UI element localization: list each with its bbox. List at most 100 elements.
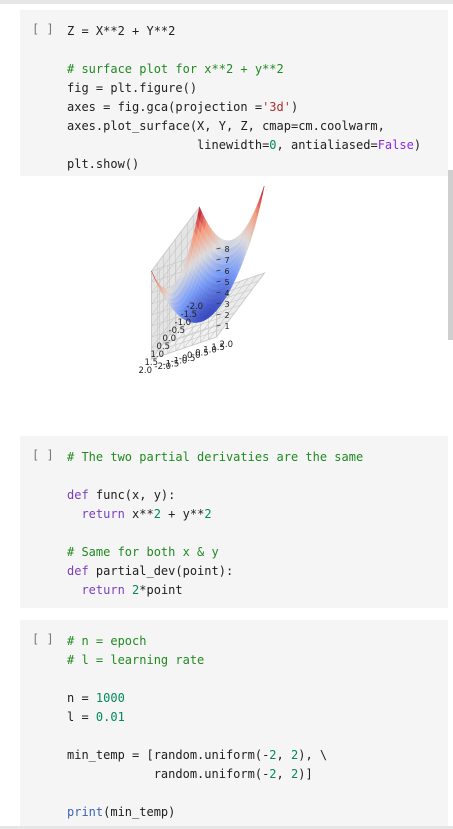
code-token: 1000 bbox=[95, 691, 125, 705]
code-line: # n = epoch bbox=[67, 632, 327, 651]
code-token: plt.show() bbox=[67, 157, 140, 171]
z-tick-mark bbox=[216, 313, 221, 316]
y-tick-label: -0.5 bbox=[179, 354, 196, 364]
code-token: ) bbox=[290, 100, 299, 114]
code-token: # The two partial derivaties are the sam… bbox=[67, 450, 364, 464]
code-line: # l = learning rate bbox=[67, 651, 327, 670]
code-line: # The two partial derivaties are the sam… bbox=[67, 448, 363, 467]
code-cell-3[interactable]: [ ] # n = epoch # l = learning rate n = 10… bbox=[20, 620, 448, 826]
code-line: return x**2 + y**2 bbox=[67, 505, 363, 524]
z-tick-label: 2 bbox=[225, 311, 230, 320]
bottom-divider bbox=[0, 826, 453, 829]
z-tick-mark bbox=[216, 302, 221, 305]
code-token: n = bbox=[67, 691, 96, 705]
code-line: Z = X**2 + Y**2 bbox=[67, 22, 421, 41]
z-tick-label: 3 bbox=[225, 300, 230, 309]
code-line: # Same for both x & y bbox=[67, 543, 363, 562]
code-token: , bbox=[276, 767, 291, 781]
floor-gridline bbox=[151, 336, 217, 360]
code-token: partial_dev(point): bbox=[88, 564, 234, 578]
code-token bbox=[67, 507, 81, 521]
code-editor[interactable]: # n = epoch # l = learning rate n = 1000 l … bbox=[67, 632, 327, 822]
code-line bbox=[67, 467, 363, 486]
y-tick-label: 2.0 bbox=[220, 340, 234, 350]
floor-gridline bbox=[163, 320, 229, 344]
code-token: return bbox=[81, 507, 125, 521]
y-tick-label: 1.0 bbox=[203, 346, 217, 356]
code-line bbox=[67, 41, 421, 60]
code-token: min_temp = [random.uniform(- bbox=[67, 748, 270, 762]
code-token bbox=[67, 583, 81, 597]
z-tick-mark bbox=[216, 324, 221, 327]
code-token: # surface plot for x**2 + y**2 bbox=[67, 62, 284, 76]
cell-prompt[interactable]: [ ] bbox=[32, 632, 54, 646]
code-token: 0 bbox=[269, 138, 277, 152]
code-token: def bbox=[67, 564, 89, 578]
code-line: axes.plot_surface(X, Y, Z, cmap=cm.coolw… bbox=[67, 117, 421, 136]
z-tick-label: 5 bbox=[225, 278, 230, 287]
floor-gridline bbox=[157, 328, 223, 352]
floor-gridline bbox=[216, 272, 265, 338]
code-token: 2 bbox=[290, 767, 299, 781]
code-token: x** bbox=[124, 507, 154, 521]
x-tick-label: -1.0 bbox=[175, 318, 192, 328]
code-token: fig = plt.figure() bbox=[67, 81, 198, 95]
code-line: axes = fig.gca(projection ='3d') bbox=[67, 98, 421, 117]
top-divider bbox=[0, 0, 453, 4]
code-token: axes.plot_surface(X, Y, Z, cmap=cm.coolw… bbox=[67, 119, 385, 133]
code-token: 2 bbox=[153, 507, 161, 521]
code-line bbox=[67, 727, 327, 746]
output-scrollbar[interactable] bbox=[448, 170, 453, 340]
x-tick-label: -2.0 bbox=[187, 302, 204, 312]
x-tick-label: 0.5 bbox=[157, 342, 171, 352]
code-cell-2[interactable]: [ ] # The two partial derivaties are the… bbox=[20, 436, 448, 608]
code-line: min_temp = [random.uniform(-2, 2), \ bbox=[67, 746, 327, 765]
code-token: # n = epoch bbox=[67, 634, 147, 648]
code-token: + y** bbox=[160, 507, 205, 521]
code-token: return bbox=[81, 583, 125, 597]
code-token: , antialiased= bbox=[276, 138, 378, 152]
y-tick-label: 0.0 bbox=[187, 351, 201, 361]
code-line: def partial_dev(point): bbox=[67, 562, 363, 581]
code-token: func(x, y): bbox=[88, 488, 176, 502]
code-line: random.uniform(-2, 2)] bbox=[67, 765, 327, 784]
code-line: plt.show() bbox=[67, 155, 421, 174]
code-line: n = 1000 bbox=[67, 689, 327, 708]
code-token bbox=[125, 583, 132, 597]
z-tick-mark bbox=[216, 258, 221, 261]
cell-prompt[interactable]: [ ] bbox=[32, 448, 54, 462]
code-token: axes = fig.gca(projection = bbox=[67, 100, 263, 114]
code-token: 2 bbox=[132, 583, 140, 597]
code-editor[interactable]: # The two partial derivaties are the sam… bbox=[67, 448, 363, 600]
code-token: def bbox=[67, 488, 89, 502]
y-tick-label: 1.5 bbox=[211, 343, 225, 353]
code-line: return 2*point bbox=[67, 581, 363, 600]
code-token: (min_temp) bbox=[103, 805, 176, 819]
code-line: # surface plot for x**2 + y**2 bbox=[67, 60, 421, 79]
code-token: False bbox=[377, 138, 414, 152]
z-tick-label: 4 bbox=[225, 289, 230, 298]
code-token: 2 bbox=[204, 507, 212, 521]
z-tick-label: 8 bbox=[225, 245, 230, 254]
floor-gridline bbox=[169, 312, 235, 336]
y-tick-label: -1.0 bbox=[171, 357, 188, 367]
z-tick-mark bbox=[216, 291, 221, 294]
code-cell-1[interactable]: [ ] Z = X**2 + Y**2 # surface plot for x*… bbox=[20, 10, 448, 176]
cell-prompt[interactable]: [ ] bbox=[32, 22, 54, 36]
x-tick-label: -0.5 bbox=[169, 326, 186, 336]
code-editor[interactable]: Z = X**2 + Y**2 # surface plot for x**2 +… bbox=[67, 22, 421, 174]
code-token: linewidth= bbox=[67, 138, 270, 152]
code-token: '3d' bbox=[262, 100, 291, 114]
code-token: print bbox=[67, 805, 104, 819]
code-line: def func(x, y): bbox=[67, 486, 363, 505]
code-line: fig = plt.figure() bbox=[67, 79, 421, 98]
code-token: 2 bbox=[290, 748, 299, 762]
y-tick-label: -2.0 bbox=[155, 362, 172, 372]
code-token: *point bbox=[139, 583, 183, 597]
code-line bbox=[67, 670, 327, 689]
surface-plot: 12345678-2.0-1.5-1.0-0.50.00.51.01.52.0-… bbox=[139, 184, 266, 376]
code-line: print(min_temp) bbox=[67, 803, 327, 822]
surface-plot-output: 1 2 3 4 5 6 7 8 -2.0 -1.5 -1.0 -0.5 0.0 0.5 1.0 1.5 2.0-… bbox=[60, 184, 420, 426]
code-line bbox=[67, 784, 327, 803]
y-tick-label: -1.5 bbox=[163, 359, 180, 369]
